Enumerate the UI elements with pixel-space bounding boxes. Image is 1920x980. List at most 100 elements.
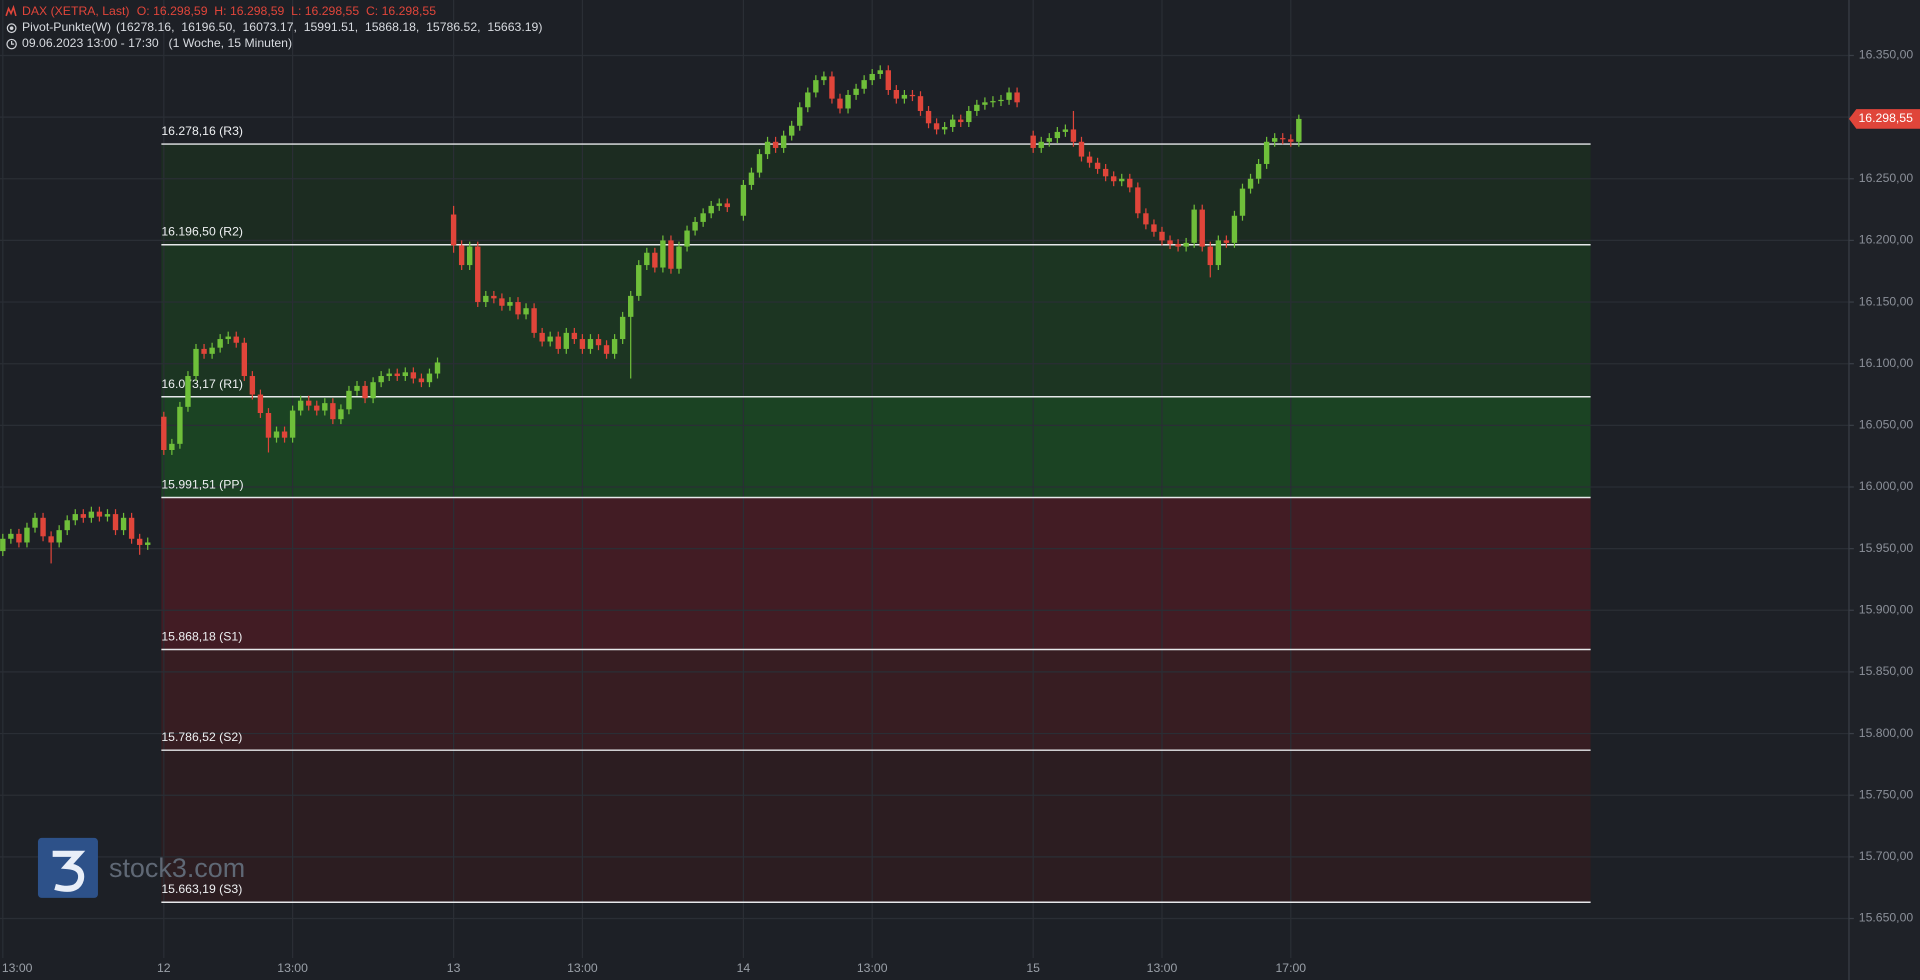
candle-body	[241, 342, 248, 377]
candle-body	[1062, 129, 1069, 132]
candle-body	[0, 538, 6, 552]
indicator-name: Pivot-Punkte(W)	[22, 20, 111, 34]
candle-body	[1102, 168, 1109, 177]
candle-body	[853, 88, 859, 95]
candle-body	[40, 517, 46, 537]
candle-body	[941, 126, 948, 130]
candle-body	[273, 431, 280, 438]
candle-body	[1110, 176, 1117, 182]
candle-body	[628, 295, 634, 317]
candle-body	[1127, 178, 1133, 188]
candle-body	[523, 308, 529, 315]
candle-body	[772, 141, 779, 148]
candle-body	[1288, 139, 1294, 142]
candle-body	[209, 347, 215, 354]
candle-body	[1038, 141, 1044, 148]
watermark-text: stock3.com	[109, 853, 245, 883]
pivot-zone	[161, 396, 1591, 498]
candle-body	[515, 302, 521, 315]
candle-body	[177, 406, 183, 444]
y-tick-label: 16.000,00	[1859, 479, 1914, 493]
candles	[0, 65, 1302, 564]
y-tick-label: 16.100,00	[1859, 356, 1914, 370]
candle-body	[740, 184, 747, 216]
candle-body	[676, 246, 682, 269]
candle-body	[161, 416, 167, 451]
candle-body	[805, 92, 811, 108]
x-tick-label: 14	[737, 961, 751, 975]
candle-body	[1030, 135, 1036, 148]
candle-body	[370, 382, 376, 399]
x-tick-label: 13:00	[567, 961, 598, 975]
pivots: 16.278,16 (R3) 16.196,50 (R2) 16.073,17 (R…	[161, 124, 1591, 903]
period-header: 09.06.2023 13:00 - 17:30 (1 Woche, 15 Min…	[22, 36, 292, 50]
candle-body	[56, 530, 62, 543]
y-tick-label: 15.850,00	[1859, 664, 1914, 678]
candle-body	[708, 205, 714, 214]
candle-body	[813, 80, 819, 93]
x-tick-label: 13	[447, 961, 461, 975]
y-tick-label: 16.250,00	[1859, 171, 1914, 185]
candle-body	[1271, 138, 1278, 142]
candle-body	[1151, 224, 1157, 232]
watermark: stock3.com	[37, 837, 245, 898]
candle-body	[555, 336, 561, 349]
candle-body	[314, 405, 320, 411]
candle-body	[257, 394, 264, 414]
candle-body	[249, 376, 256, 395]
candle-body	[603, 345, 610, 354]
candle-body	[700, 213, 706, 222]
candle-body	[579, 339, 586, 349]
subtitle: 09.06.2023 13:00 - 17:30	[22, 36, 159, 50]
candle-body	[1054, 131, 1061, 139]
candle-body	[1207, 246, 1213, 266]
candle-body	[861, 80, 867, 89]
candle-body	[32, 517, 38, 528]
x-tick-label: 13:00	[277, 961, 308, 975]
candle-body	[917, 96, 924, 111]
candle-body	[96, 511, 103, 517]
candle-body	[475, 246, 481, 303]
candle-body	[1223, 240, 1230, 243]
candle-body	[958, 119, 964, 123]
price-tag-label: 16.298,55	[1859, 111, 1914, 125]
candle-body	[80, 514, 87, 518]
candle-body	[483, 295, 489, 303]
candle-body	[829, 76, 835, 99]
candle-body	[587, 339, 594, 349]
candle-body	[1014, 92, 1020, 103]
candle-body	[660, 240, 666, 268]
candle-body	[458, 245, 465, 266]
candle-body	[748, 172, 755, 185]
pivot-label: 15.663,19 (S3)	[161, 882, 242, 896]
candle-body	[684, 230, 690, 247]
candle-body	[869, 73, 875, 81]
header: DAX (XETRA, Last) O: 16.298,59 H: 16.298,…	[5, 4, 542, 50]
candle-body	[193, 348, 199, 377]
candle-body	[362, 385, 368, 399]
candle-body	[756, 154, 763, 173]
y-tick-label: 15.900,00	[1859, 603, 1914, 617]
candle-body	[974, 104, 980, 111]
candle-body	[128, 517, 135, 539]
candle-body	[797, 107, 803, 126]
candle-body	[716, 203, 722, 206]
candle-body	[1167, 240, 1173, 245]
candle-body	[1094, 162, 1101, 169]
pivot-label: 16.278,16 (R3)	[161, 124, 243, 138]
x-tick-label: 13:00	[1147, 961, 1178, 975]
y-tick-label: 16.050,00	[1859, 418, 1914, 432]
candle-body	[467, 246, 473, 266]
candle-body	[136, 538, 143, 545]
candle-body	[378, 376, 384, 383]
candle-body	[1135, 187, 1141, 214]
pivot-label: 15.786,52 (S2)	[161, 730, 242, 744]
candle-body	[265, 413, 272, 438]
candle-body	[426, 373, 433, 383]
candle-body	[410, 372, 417, 379]
candle-body	[1280, 138, 1286, 140]
candle-body	[330, 403, 336, 420]
candle-body	[611, 339, 618, 354]
candle-body	[636, 265, 642, 296]
candle-body	[450, 214, 457, 246]
